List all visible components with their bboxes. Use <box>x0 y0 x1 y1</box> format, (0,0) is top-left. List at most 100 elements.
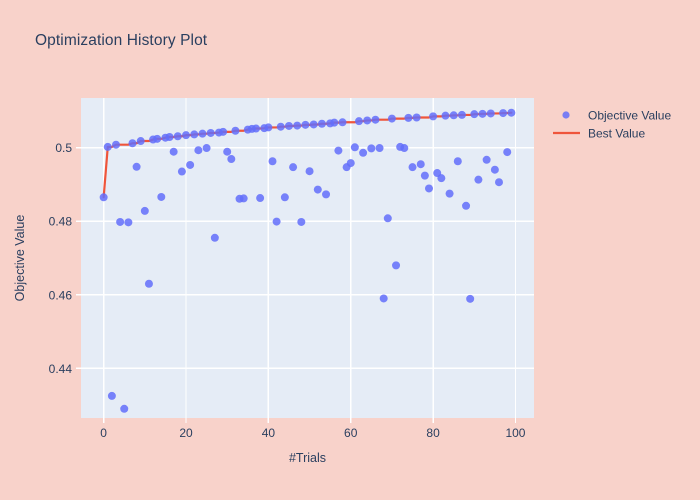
objective-value-point[interactable] <box>124 218 133 227</box>
objective-value-point[interactable] <box>462 201 471 210</box>
objective-value-point[interactable] <box>445 189 454 198</box>
objective-value-point[interactable] <box>490 165 499 174</box>
objective-value-point[interactable] <box>128 139 137 148</box>
objective-value-point[interactable] <box>284 121 293 130</box>
legend-item-best-value[interactable]: Best Value <box>588 127 645 141</box>
objective-value-point[interactable] <box>103 142 112 151</box>
objective-value-point[interactable] <box>383 214 392 223</box>
objective-value-point[interactable] <box>293 121 302 130</box>
objective-value-point[interactable] <box>338 118 347 127</box>
objective-value-point[interactable] <box>173 132 182 141</box>
legend-objective-value-dot-icon[interactable] <box>562 111 570 119</box>
objective-value-point[interactable] <box>239 194 248 203</box>
objective-value-point[interactable] <box>136 137 145 146</box>
objective-value-point[interactable] <box>317 119 326 128</box>
y-tick-labels: 0.44 0.46 0.48 0.5 <box>49 141 73 376</box>
objective-value-point[interactable] <box>165 132 174 141</box>
objective-value-point[interactable] <box>272 217 281 226</box>
objective-value-point[interactable] <box>198 129 207 138</box>
objective-value-point[interactable] <box>194 146 203 155</box>
objective-value-point[interactable] <box>420 171 429 180</box>
objective-value-point[interactable] <box>223 147 232 156</box>
objective-value-point[interactable] <box>441 111 450 120</box>
objective-value-point[interactable] <box>354 117 363 126</box>
objective-value-point[interactable] <box>416 160 425 169</box>
objective-value-point[interactable] <box>252 124 261 133</box>
objective-value-point[interactable] <box>256 194 265 203</box>
objective-value-point[interactable] <box>412 113 421 122</box>
objective-value-point[interactable] <box>120 404 129 413</box>
legend: Objective Value Best Value <box>553 109 671 141</box>
objective-value-point[interactable] <box>449 111 458 120</box>
objective-value-point[interactable] <box>367 144 376 153</box>
objective-value-point[interactable] <box>499 109 508 118</box>
objective-value-point[interactable] <box>107 391 116 400</box>
objective-value-point[interactable] <box>466 294 475 303</box>
objective-value-point[interactable] <box>486 109 495 118</box>
objective-value-point[interactable] <box>305 167 314 176</box>
objective-value-point[interactable] <box>268 157 277 166</box>
objective-value-point[interactable] <box>202 144 211 153</box>
objective-value-point[interactable] <box>280 193 289 202</box>
objective-value-point[interactable] <box>309 120 318 129</box>
objective-value-point[interactable] <box>482 155 491 164</box>
objective-value-point[interactable] <box>231 126 240 135</box>
objective-value-point[interactable] <box>144 279 153 288</box>
objective-value-point[interactable] <box>424 184 433 193</box>
objective-value-point[interactable] <box>408 163 417 172</box>
objective-value-point[interactable] <box>387 114 396 123</box>
objective-value-point[interactable] <box>350 143 359 152</box>
objective-value-point[interactable] <box>322 190 331 199</box>
objective-value-point[interactable] <box>503 148 512 157</box>
objective-value-point[interactable] <box>112 140 120 149</box>
objective-value-point[interactable] <box>157 192 166 201</box>
objective-value-point[interactable] <box>169 147 178 156</box>
objective-value-point[interactable] <box>429 112 438 121</box>
objective-value-point[interactable] <box>359 148 368 157</box>
objective-value-point[interactable] <box>334 146 343 155</box>
objective-value-point[interactable] <box>301 120 310 129</box>
objective-value-point[interactable] <box>227 155 236 164</box>
objective-value-point[interactable] <box>210 233 219 242</box>
objective-value-point[interactable] <box>371 115 380 124</box>
objective-value-point[interactable] <box>437 174 446 183</box>
objective-value-point[interactable] <box>470 110 479 119</box>
objective-value-point[interactable] <box>206 128 215 137</box>
objective-value-point[interactable] <box>346 159 355 168</box>
objective-value-point[interactable] <box>116 217 125 226</box>
objective-value-point[interactable] <box>219 127 228 136</box>
y-tick-label: 0.44 <box>49 362 73 376</box>
objective-value-point[interactable] <box>177 167 186 176</box>
objective-value-point[interactable] <box>313 185 322 194</box>
objective-value-point[interactable] <box>297 217 306 226</box>
objective-value-point[interactable] <box>379 294 388 303</box>
x-gridlines <box>102 98 517 418</box>
objective-value-point[interactable] <box>330 118 339 127</box>
objective-value-point[interactable] <box>400 144 409 153</box>
objective-value-point[interactable] <box>495 178 503 187</box>
x-tick-marks <box>102 418 517 423</box>
objective-value-point[interactable] <box>289 163 298 172</box>
objective-value-point[interactable] <box>363 116 372 125</box>
x-tick-label: 100 <box>505 426 525 440</box>
objective-value-point[interactable] <box>99 193 108 202</box>
objective-value-point[interactable] <box>264 123 273 132</box>
objective-value-point[interactable] <box>507 108 516 117</box>
objective-value-point[interactable] <box>182 131 191 140</box>
objective-value-point[interactable] <box>375 144 384 153</box>
objective-value-point[interactable] <box>186 160 195 169</box>
objective-value-point[interactable] <box>140 206 149 215</box>
objective-value-point[interactable] <box>276 122 285 131</box>
objective-value-point[interactable] <box>478 109 487 118</box>
objective-value-point[interactable] <box>474 175 483 184</box>
objective-value-point[interactable] <box>190 130 199 139</box>
objective-value-point[interactable] <box>153 134 162 143</box>
objective-value-point[interactable] <box>132 162 141 171</box>
objective-value-point[interactable] <box>457 110 466 119</box>
objective-value-point[interactable] <box>404 113 413 122</box>
objective-value-point[interactable] <box>453 157 462 166</box>
x-tick-label: 80 <box>426 426 440 440</box>
objective-value-point[interactable] <box>392 261 401 270</box>
legend-item-objective-value[interactable]: Objective Value <box>588 109 671 123</box>
